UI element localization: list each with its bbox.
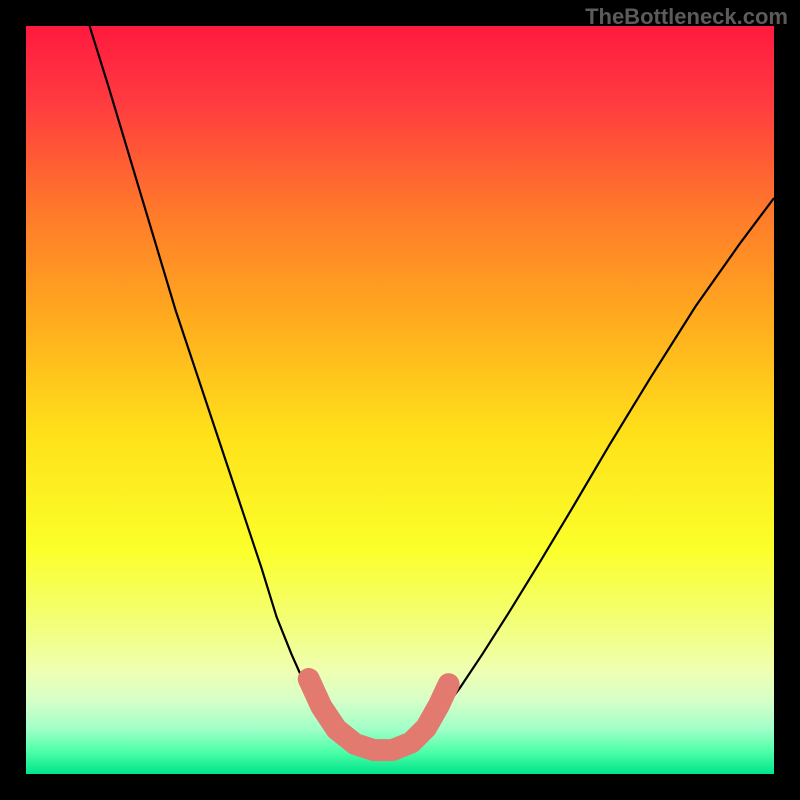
right-curve [393,198,774,750]
chart-container: TheBottleneck.com [0,0,800,800]
valley-overlay [309,679,449,750]
curve-layer [26,26,774,774]
plot-frame [26,26,774,774]
watermark-text: TheBottleneck.com [585,4,788,30]
plot-area [26,26,774,774]
left-curve [90,26,367,750]
